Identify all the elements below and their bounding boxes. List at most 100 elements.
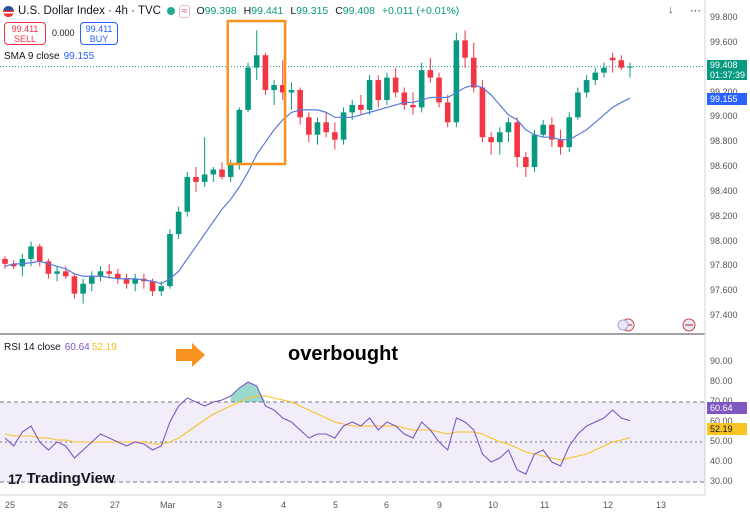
- rsi-legend[interactable]: RSI 14 close 60.64 52.19: [4, 342, 117, 353]
- candle-body: [540, 124, 546, 135]
- price-axis-label: 98.200: [710, 210, 738, 221]
- sma-price-tag: 99.155: [707, 93, 747, 105]
- candle-body: [132, 278, 139, 284]
- spread-value: 0.000: [52, 28, 75, 38]
- time-axis-label: 3: [217, 500, 223, 510]
- price-axis-label: 99.800: [710, 12, 738, 22]
- candle-body: [2, 258, 8, 264]
- rsi-value-tag: 60.64: [707, 402, 747, 414]
- candle-body: [349, 104, 356, 113]
- rsi-axis-label: 70.00: [710, 396, 733, 406]
- event-icon: [617, 319, 629, 331]
- time-axis-label: 4: [281, 500, 287, 510]
- time-axis-label: 6: [384, 500, 390, 510]
- sell-button[interactable]: 99.411 SELL: [4, 22, 46, 45]
- candle-body: [618, 60, 625, 68]
- candle-body: [115, 273, 121, 279]
- us-flag-icon: [3, 5, 14, 17]
- time-axis-label: 11: [540, 500, 550, 510]
- tradingview-logo[interactable]: 17 TradingView: [8, 470, 115, 487]
- candle-body: [36, 246, 43, 262]
- candle-body: [106, 271, 112, 274]
- rsi-ma-line: [4, 395, 631, 461]
- candle-body: [358, 104, 364, 110]
- sma-line: [4, 84, 631, 285]
- rsi-axis-label: 80.00: [710, 376, 733, 386]
- candle-body: [89, 276, 95, 284]
- rsi-ma-tag: 52.19: [707, 423, 747, 435]
- time-axis-label: Mar: [160, 500, 176, 510]
- candle-body: [384, 77, 390, 100]
- last-price-tag: 99.408 01:37:39: [707, 60, 747, 80]
- candle-body: [262, 55, 269, 91]
- candle-body: [175, 211, 182, 235]
- candle-body: [392, 77, 399, 93]
- candle-body: [149, 281, 156, 292]
- candle-body: [245, 67, 251, 110]
- candle-body: [236, 109, 243, 165]
- time-axis-label: 25: [5, 500, 16, 510]
- candle-body: [271, 85, 277, 91]
- overbought-annotation: overbought: [288, 343, 398, 365]
- candle-body: [583, 80, 590, 93]
- candle-body: [401, 92, 408, 105]
- candle-body: [253, 55, 260, 68]
- candle-body: [279, 85, 286, 93]
- candle-body: [54, 271, 60, 274]
- price-axis-label: 98.400: [710, 185, 738, 196]
- orange-arrow-icon: [176, 343, 205, 367]
- time-axis-label: 26: [58, 500, 69, 510]
- more-icon[interactable]: ⋯: [690, 5, 701, 17]
- overbought-fill: [230, 382, 275, 402]
- candle-body: [227, 164, 234, 177]
- sma-legend[interactable]: SMA 9 close 99.155: [4, 51, 95, 62]
- candle-body: [366, 80, 373, 110]
- candle-body: [627, 66, 633, 68]
- candle-body: [453, 40, 460, 123]
- candle-body: [158, 286, 165, 292]
- market-open-icon: [166, 7, 175, 15]
- time-axis-label: 5: [333, 500, 339, 510]
- price-axis-label: 97.800: [710, 260, 738, 271]
- candle-body: [557, 139, 564, 148]
- candle-body: [470, 57, 477, 88]
- chart-header: U.S. Dollar Index · 4h · TVC ≈ O99.398 H…: [0, 0, 740, 22]
- candle-body: [314, 122, 321, 135]
- candle-body: [549, 124, 555, 140]
- candle-body: [123, 278, 130, 284]
- candle-body: [523, 157, 529, 167]
- candle-body: [210, 169, 217, 175]
- candle-body: [427, 70, 434, 78]
- rsi-line: [4, 381, 631, 475]
- symbol-title[interactable]: U.S. Dollar Index · 4h · TVC: [18, 5, 161, 17]
- candle-body: [496, 132, 503, 143]
- change-readout: +0.011 (+0.01%): [381, 5, 460, 17]
- candle-body: [505, 122, 512, 133]
- arrow-down-icon[interactable]: ↓: [668, 4, 674, 16]
- candle-body: [193, 176, 199, 182]
- candle-body: [410, 104, 416, 108]
- candle-body: [332, 132, 338, 140]
- time-axis-label: 9: [437, 500, 443, 510]
- time-axis-label: 13: [656, 500, 667, 510]
- candle-body: [514, 122, 520, 158]
- time-axis-label: 12: [603, 500, 614, 510]
- tv-logo-icon: 17: [8, 470, 23, 487]
- highlight-box: [226, 19, 287, 166]
- candle-body: [62, 271, 69, 277]
- price-axis-label: 99.200: [710, 86, 738, 97]
- candle-body: [340, 112, 347, 140]
- wave-icon: ≈: [178, 4, 191, 18]
- candle-body: [436, 77, 442, 103]
- candle-body: [488, 137, 494, 143]
- candle-body: [19, 258, 26, 267]
- candle-body: [201, 174, 208, 182]
- candle-body: [28, 246, 34, 259]
- candle-body: [45, 261, 52, 274]
- candle-body: [566, 117, 573, 148]
- time-axis-label: 27: [110, 500, 121, 510]
- price-axis-label: 97.400: [710, 310, 738, 320]
- candle-body: [306, 117, 312, 135]
- buy-button[interactable]: 99.411 BUY: [80, 22, 118, 45]
